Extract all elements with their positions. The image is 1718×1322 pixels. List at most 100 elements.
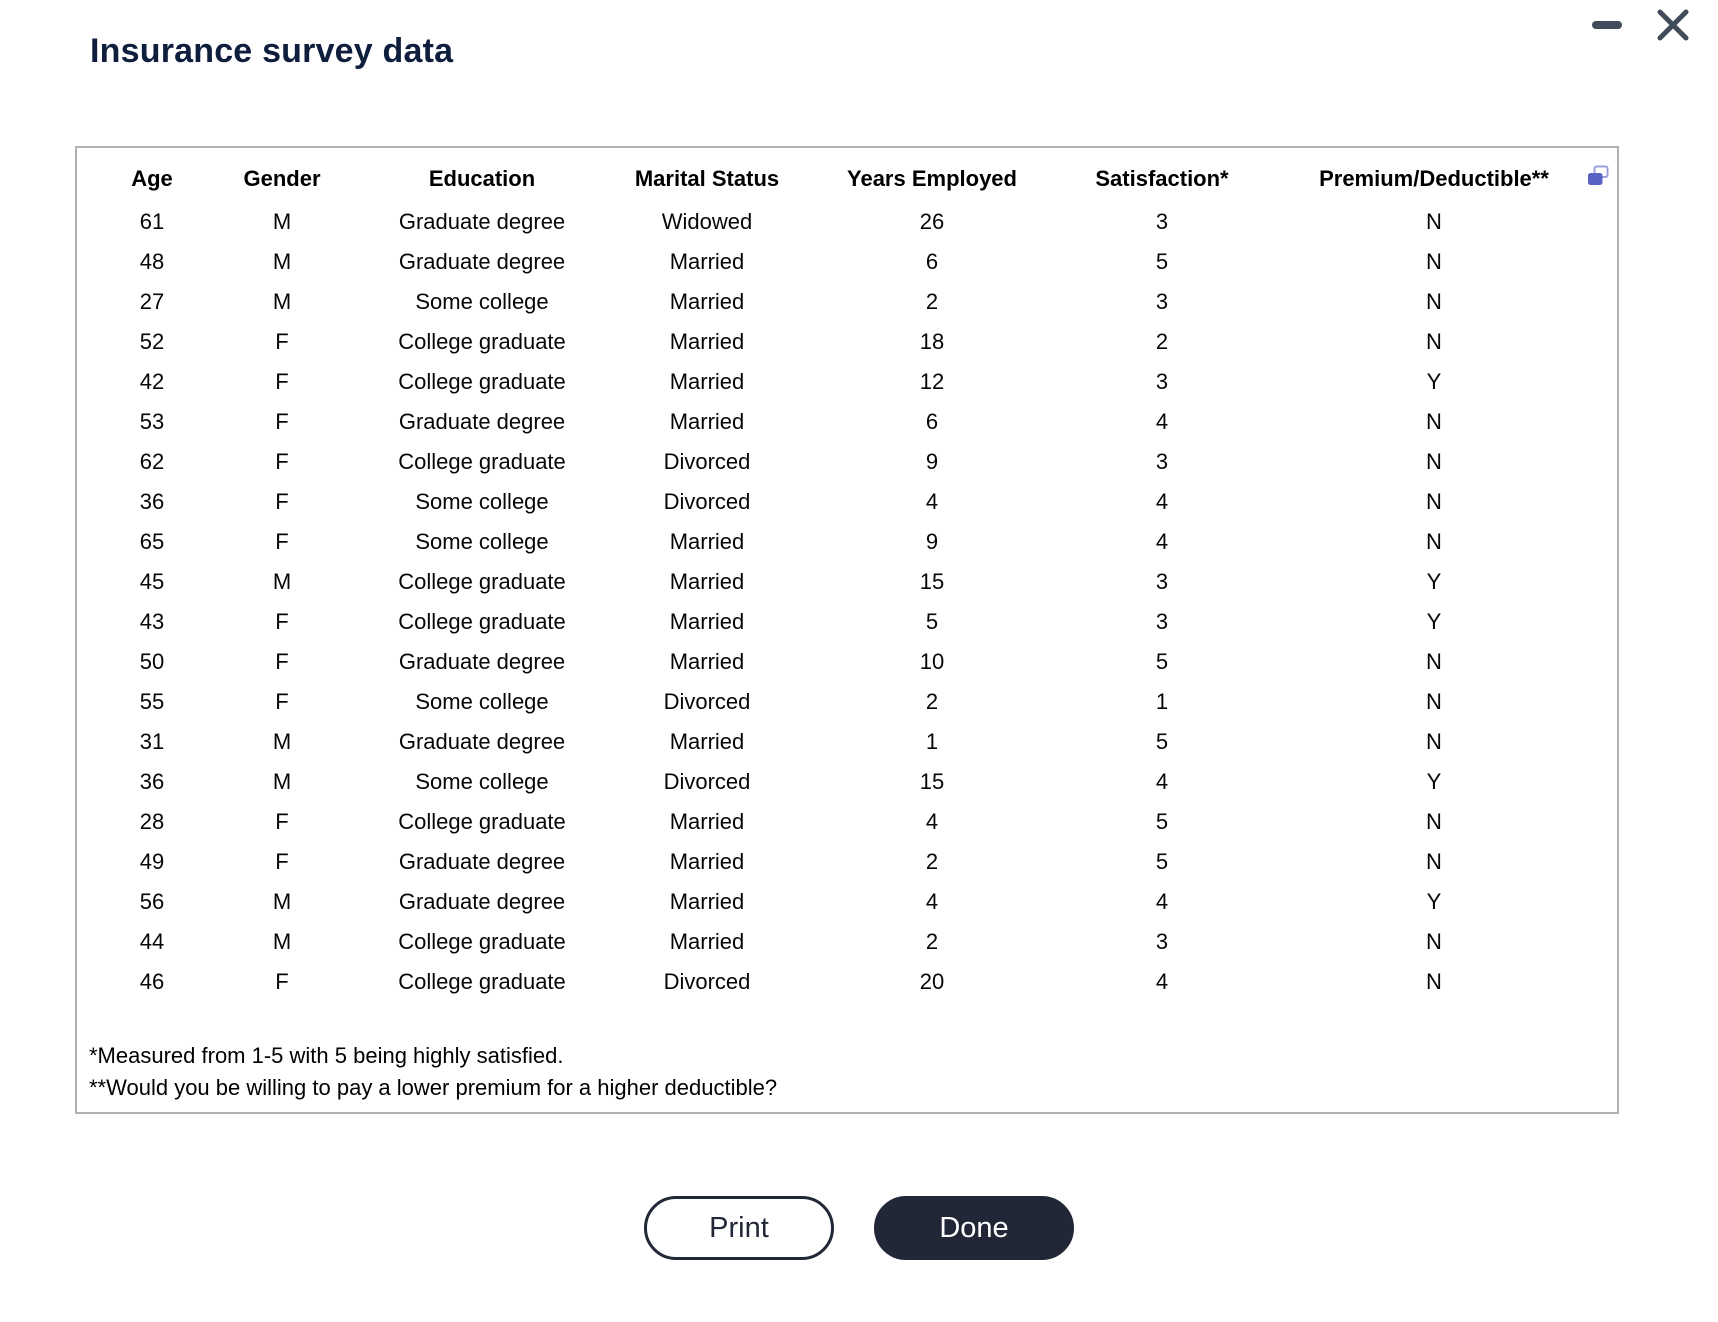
table-cell: 45 xyxy=(139,569,165,594)
close-icon xyxy=(1657,9,1689,41)
table-cell: 5 xyxy=(1155,729,1169,754)
table-cell: 4 xyxy=(1155,489,1169,514)
table-cell: N xyxy=(1426,289,1442,314)
table-cell: 27 xyxy=(139,289,165,314)
table-cell: 4 xyxy=(1155,969,1169,994)
window-close-button[interactable] xyxy=(1656,8,1690,42)
table-cell: M xyxy=(272,569,292,594)
table-cell: 26 xyxy=(919,209,945,234)
table-cell: 18 xyxy=(919,329,945,354)
column-header: Marital Status xyxy=(634,166,780,191)
table-cell: Married xyxy=(669,249,745,274)
table-cell: Married xyxy=(669,849,745,874)
table-cell: 15 xyxy=(919,769,945,794)
table-cell: N xyxy=(1426,929,1442,954)
table-cell: Y xyxy=(1426,369,1442,394)
table-cell: Graduate degree xyxy=(398,889,566,914)
table-cell: 2 xyxy=(925,849,939,874)
table-row: 62 F College graduate Divorced 9 3 N xyxy=(77,442,1621,482)
window-minimize-button[interactable] xyxy=(1592,8,1622,42)
column-header: Education xyxy=(428,166,536,191)
table-cell: 3 xyxy=(1155,609,1169,634)
print-button[interactable]: Print xyxy=(644,1196,834,1260)
table-cell: 3 xyxy=(1155,289,1169,314)
table-cell: 2 xyxy=(925,289,939,314)
table-cell: N xyxy=(1426,969,1442,994)
column-header: Years Employed xyxy=(847,166,1017,191)
table-cell: 2 xyxy=(925,689,939,714)
table-row: 46 F College graduate Divorced 20 4 N xyxy=(77,962,1621,1002)
table-cell: Graduate degree xyxy=(398,209,566,234)
table-cell: F xyxy=(275,369,289,394)
table-cell: Married xyxy=(669,929,745,954)
table-cell: M xyxy=(272,929,292,954)
done-button[interactable]: Done xyxy=(874,1196,1074,1260)
table-cell: Some college xyxy=(415,529,549,554)
table-cell: M xyxy=(272,249,292,274)
table-row: 27 M Some college Married 2 3 N xyxy=(77,282,1621,322)
table-cell: 4 xyxy=(1155,769,1169,794)
table-cell: 5 xyxy=(1155,849,1169,874)
table-cell: Married xyxy=(669,889,745,914)
table-row: 44 M College graduate Married 2 3 N xyxy=(77,922,1621,962)
popout-icon[interactable] xyxy=(1586,164,1610,188)
table-cell: 49 xyxy=(139,849,165,874)
table-cell: Married xyxy=(669,369,745,394)
table-cell: 61 xyxy=(139,209,165,234)
table-cell: 9 xyxy=(925,529,939,554)
table-row: 28 F College graduate Married 4 5 N xyxy=(77,802,1621,842)
header-row: Age Gender Education Marital Status Years Em… xyxy=(77,148,1621,202)
table-cell: Married xyxy=(669,809,745,834)
table-cell: 28 xyxy=(139,809,165,834)
table-cell: 56 xyxy=(139,889,165,914)
table-cell: 3 xyxy=(1155,929,1169,954)
table-row: 50 F Graduate degree Married 10 5 N xyxy=(77,642,1621,682)
table-cell: Widowed xyxy=(661,209,753,234)
action-buttons: Print Done xyxy=(0,1196,1718,1260)
table-cell: 4 xyxy=(1155,529,1169,554)
table-cell: Married xyxy=(669,289,745,314)
table-cell: Married xyxy=(669,729,745,754)
table-cell: College graduate xyxy=(398,809,566,834)
table-cell: 4 xyxy=(1155,409,1169,434)
table-cell: N xyxy=(1426,489,1442,514)
table-cell: 2 xyxy=(1155,329,1169,354)
table-cell: M xyxy=(272,289,292,314)
table-cell: Married xyxy=(669,329,745,354)
table-cell: F xyxy=(275,849,289,874)
table-cell: College graduate xyxy=(398,369,566,394)
table-row: 49 F Graduate degree Married 2 5 N xyxy=(77,842,1621,882)
table-cell: 4 xyxy=(925,889,939,914)
table-cell: F xyxy=(275,489,289,514)
table-cell: College graduate xyxy=(398,929,566,954)
table-cell: 20 xyxy=(919,969,945,994)
table-cell: Graduate degree xyxy=(398,249,566,274)
table-cell: 3 xyxy=(1155,449,1169,474)
table-cell: F xyxy=(275,809,289,834)
table-cell: 5 xyxy=(1155,649,1169,674)
table-cell: N xyxy=(1426,209,1442,234)
table-cell: Y xyxy=(1426,769,1442,794)
table-cell: F xyxy=(275,969,289,994)
table-cell: Married xyxy=(669,409,745,434)
table-cell: Y xyxy=(1426,609,1442,634)
page-title: Insurance survey data xyxy=(90,32,454,70)
table-row: 48 M Graduate degree Married 6 5 N xyxy=(77,242,1621,282)
table-cell: F xyxy=(275,529,289,554)
table-cell: N xyxy=(1426,849,1442,874)
table-cell: 6 xyxy=(925,249,939,274)
table-cell: 48 xyxy=(139,249,165,274)
table-cell: 4 xyxy=(925,809,939,834)
table-cell: 3 xyxy=(1155,209,1169,234)
table-cell: Married xyxy=(669,529,745,554)
table-cell: 44 xyxy=(139,929,165,954)
table-cell: 36 xyxy=(139,489,165,514)
table-cell: Some college xyxy=(415,489,549,514)
table-row: 53 F Graduate degree Married 6 4 N xyxy=(77,402,1621,442)
table-cell: 36 xyxy=(139,769,165,794)
table-row: 56 M Graduate degree Married 4 4 Y xyxy=(77,882,1621,922)
table-cell: 4 xyxy=(925,489,939,514)
table-cell: 43 xyxy=(139,609,165,634)
table-row: 65 F Some college Married 9 4 N xyxy=(77,522,1621,562)
table-cell: Married xyxy=(669,609,745,634)
